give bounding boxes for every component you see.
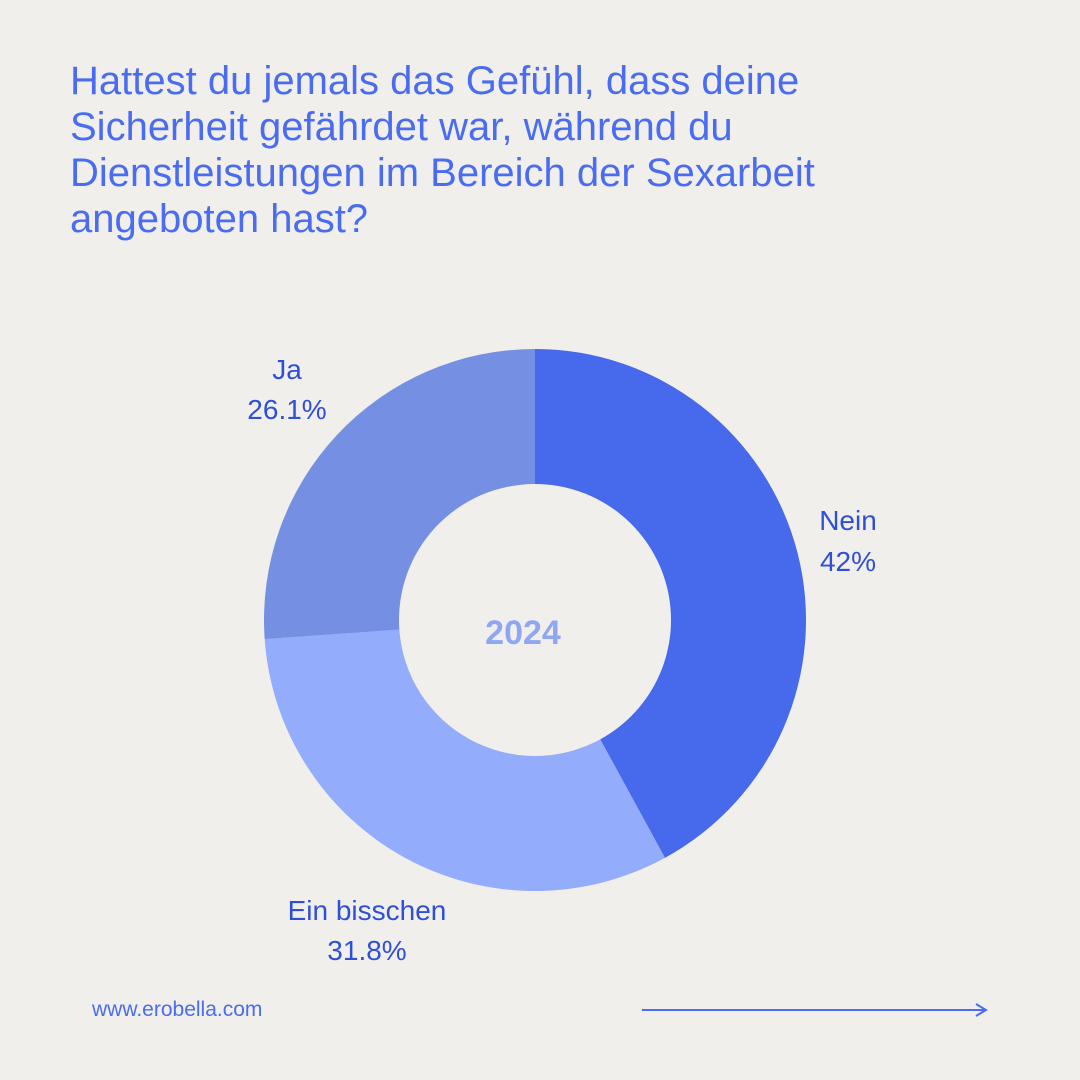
slice-labels: Nein 42% Ein bisschen 31.8% Ja 26.1%	[247, 354, 877, 966]
slice-ja	[263, 349, 535, 640]
slice-nein	[535, 349, 807, 858]
slice-label-ja: Ja	[272, 354, 302, 385]
donut-slices	[263, 349, 807, 892]
slice-label-ein-bisschen: Ein bisschen	[288, 895, 447, 926]
slice-value-nein: 42%	[820, 546, 876, 577]
slice-value-ja: 26.1%	[247, 394, 326, 425]
chart-title: Hattest du jemals das Gefühl, dass deine…	[70, 59, 815, 241]
slice-value-ein-bisschen: 31.8%	[327, 935, 406, 966]
slice-label-nein: Nein	[819, 505, 877, 536]
center-year-label: 2024	[485, 614, 561, 652]
footer-url[interactable]: www.erobella.com	[92, 998, 263, 1021]
arrow-right-icon[interactable]	[640, 1000, 992, 1020]
slice-ein-bisschen	[264, 629, 665, 892]
